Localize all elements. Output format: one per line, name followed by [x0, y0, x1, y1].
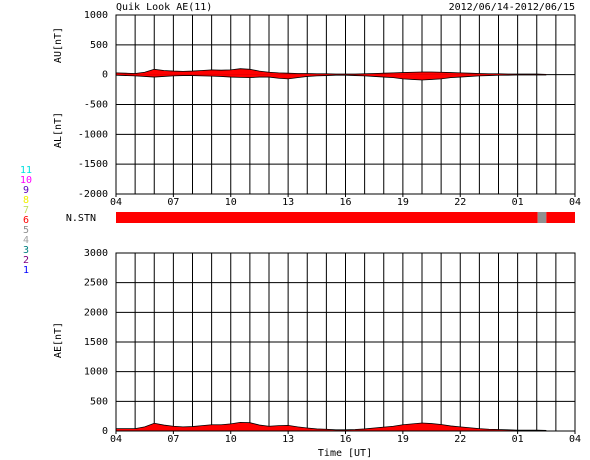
station-label: N.STN	[66, 213, 96, 224]
y-tick-label: 2500	[84, 278, 108, 289]
station-legend-label: 5	[23, 225, 29, 236]
station-legend-label: 7	[23, 205, 29, 216]
x-tick-label: 07	[167, 434, 179, 445]
y-tick-label: 0	[102, 70, 108, 81]
plot-frame	[115, 252, 576, 432]
x-tick-label: 16	[339, 197, 351, 208]
y-axis-title: AU[nT]	[53, 27, 64, 63]
station-legend-label: 11	[20, 165, 32, 176]
y-axis-title: AL[nT]	[53, 112, 64, 148]
x-tick-label: 22	[454, 434, 466, 445]
y-tick-label: 1000	[84, 367, 108, 378]
area-line	[115, 68, 547, 75]
y-tick-label: 1000	[84, 10, 108, 21]
station-segment	[116, 212, 538, 223]
chart-title: Quik Look AE(11)	[116, 2, 212, 13]
station-legend-label: 3	[23, 245, 29, 256]
x-tick-label: 19	[397, 197, 409, 208]
y-tick-label: -1500	[78, 159, 108, 170]
date-range: 2012/06/14-2012/06/15	[449, 2, 575, 13]
station-legend-label: 4	[23, 235, 29, 246]
y-tick-label: -2000	[78, 189, 108, 200]
x-axis-title: Time [UT]	[318, 448, 372, 459]
y-tick-label: 3000	[84, 248, 108, 259]
y-axis-title: AE[nT]	[53, 322, 64, 358]
x-tick-label: 04	[110, 434, 122, 445]
station-segment	[537, 212, 547, 223]
station-legend-label: 2	[23, 255, 29, 266]
station-segment	[546, 212, 575, 223]
y-tick-label: -500	[84, 100, 108, 111]
station-legend-label: 8	[23, 195, 29, 206]
x-tick-label: 22	[454, 197, 466, 208]
station-legend-label: 9	[23, 185, 29, 196]
y-tick-label: 1500	[84, 337, 108, 348]
y-tick-label: 500	[90, 40, 108, 51]
x-tick-label: 16	[339, 434, 351, 445]
y-tick-label: 0	[102, 426, 108, 437]
x-tick-label: 10	[225, 197, 237, 208]
x-tick-label: 01	[512, 197, 524, 208]
x-tick-label: 04	[569, 434, 581, 445]
x-tick-label: 10	[225, 434, 237, 445]
x-tick-label: 13	[282, 434, 294, 445]
station-legend-label: 6	[23, 215, 29, 226]
y-tick-label: -1000	[78, 129, 108, 140]
area-line	[116, 421, 547, 431]
station-legend-label: 10	[20, 175, 32, 186]
y-tick-label: 500	[90, 396, 108, 407]
x-tick-label: 07	[167, 197, 179, 208]
plot-frame	[115, 14, 576, 195]
x-tick-label: 13	[282, 197, 294, 208]
x-tick-label: 04	[110, 197, 122, 208]
x-tick-label: 01	[512, 434, 524, 445]
area-line	[115, 74, 547, 81]
x-tick-label: 04	[569, 197, 581, 208]
station-legend-label: 1	[23, 265, 29, 276]
x-tick-label: 19	[397, 434, 409, 445]
y-tick-label: 2000	[84, 307, 108, 318]
